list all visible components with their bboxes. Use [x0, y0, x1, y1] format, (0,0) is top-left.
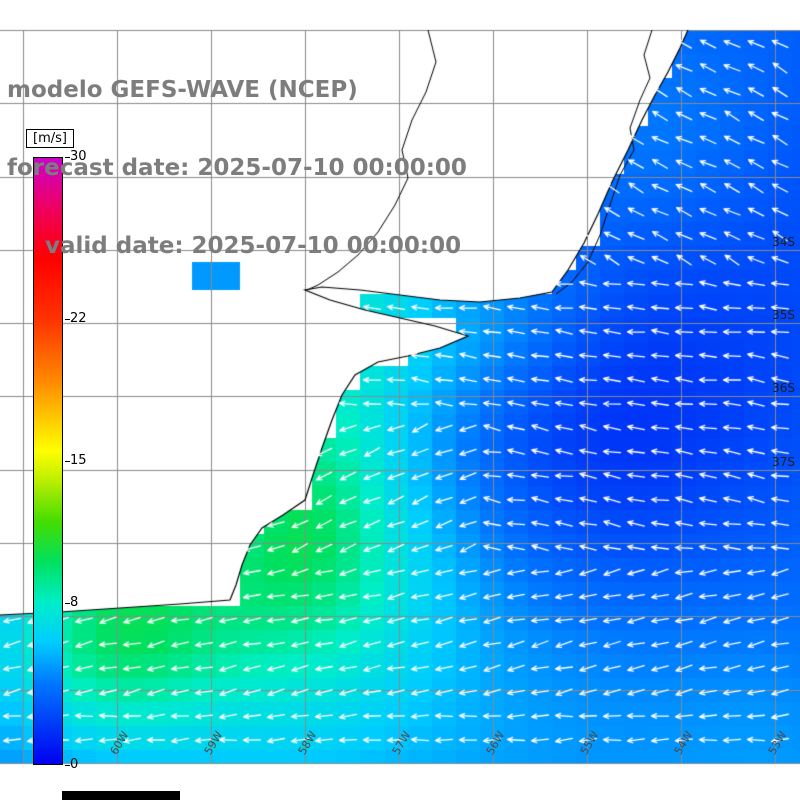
- colorbar-tick-label: 22: [70, 311, 87, 326]
- colorbar-tick-label: 15: [70, 453, 87, 468]
- lat-label: 34S: [772, 235, 795, 249]
- colorbar-tick-mark: [65, 319, 70, 320]
- forecast-date: forecast date: 2025-07-10 00:00:00: [7, 155, 467, 181]
- lat-label: 35S: [772, 308, 795, 322]
- colorbar-gradient: [33, 157, 63, 765]
- colorbar-tick-mark: [65, 603, 70, 604]
- colorbar-tick-mark: [65, 157, 70, 158]
- valid-date: valid date: 2025-07-10 00:00:00: [45, 233, 462, 259]
- model-title: modelo GEFS-WAVE (NCEP): [7, 77, 358, 103]
- lat-label: 37S: [772, 455, 795, 469]
- colorbar-tick-label: 8: [70, 595, 79, 610]
- colorbar-unit-label: [m/s]: [26, 129, 74, 148]
- bottom-edge-artifact: [62, 791, 180, 800]
- colorbar-tick-mark: [65, 461, 70, 462]
- map-title-block: modelo GEFS-WAVE (NCEP) forecast date: 2…: [7, 25, 467, 311]
- colorbar-tick-mark: [65, 765, 70, 766]
- colorbar-tick-label: 30: [70, 149, 87, 164]
- colorbar-tick-label: 0: [70, 757, 79, 772]
- lat-label: 36S: [772, 381, 795, 395]
